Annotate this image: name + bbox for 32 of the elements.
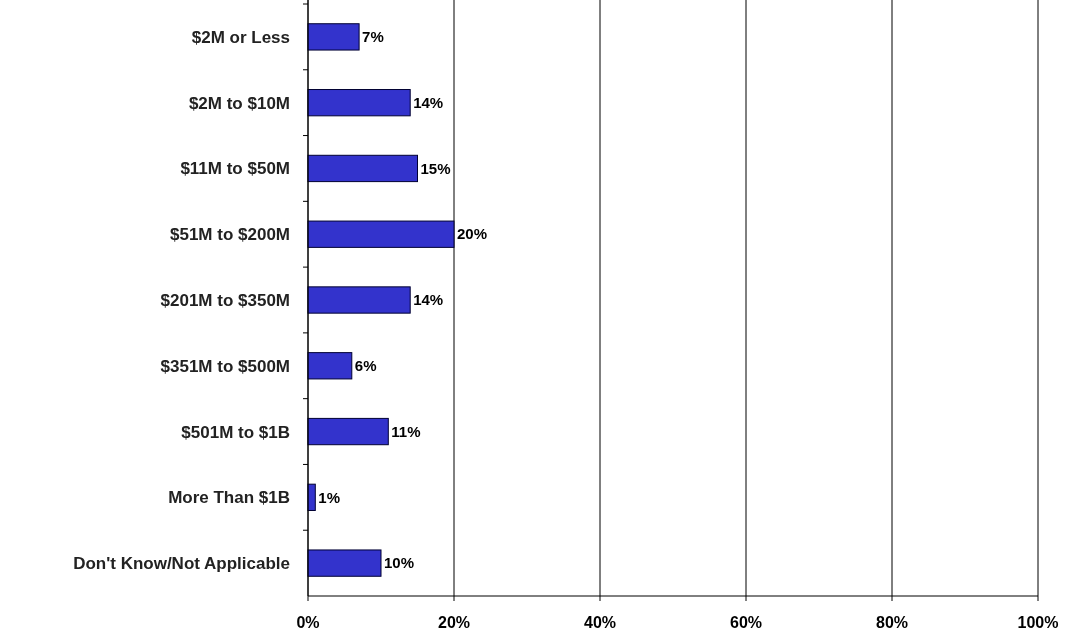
y-tick-label: $201M to $350M [160, 290, 290, 310]
bar [307, 352, 353, 380]
data-label: 14% [413, 93, 444, 111]
x-tick-label: 100% [1017, 614, 1059, 631]
data-label: 10% [384, 554, 415, 572]
y-tick-label: $2M to $10M [188, 93, 290, 113]
x-tick-label: 60% [729, 614, 763, 631]
y-tick-label: $11M to $50M [180, 159, 290, 179]
y-tick-label: More Than $1B [168, 488, 290, 508]
bar [307, 89, 411, 117]
data-label: 7% [362, 28, 384, 46]
x-tick-label: 40% [583, 614, 617, 631]
y-tick-label: $501M to $1B [181, 422, 290, 442]
y-tick-label: $2M or Less [191, 27, 290, 47]
x-tick-label: 80% [875, 614, 909, 631]
y-tick-label: Don't Know/Not Applicable [73, 554, 290, 574]
data-label: 14% [413, 291, 444, 309]
data-label: 1% [318, 488, 340, 506]
bar [307, 417, 389, 446]
y-tick-label: $51M to $200M [170, 225, 290, 245]
bar [307, 220, 455, 248]
bar [307, 23, 360, 51]
bar [307, 549, 382, 577]
data-label: 20% [457, 225, 488, 243]
bar [307, 154, 418, 183]
x-tick-label: 0% [296, 614, 320, 631]
bar [307, 286, 411, 314]
y-tick-label: $351M to $500M [160, 356, 290, 376]
data-label: 6% [354, 357, 377, 375]
data-label: 15% [420, 159, 451, 177]
x-tick-label: 20% [437, 614, 471, 631]
data-label: 11% [391, 422, 421, 440]
